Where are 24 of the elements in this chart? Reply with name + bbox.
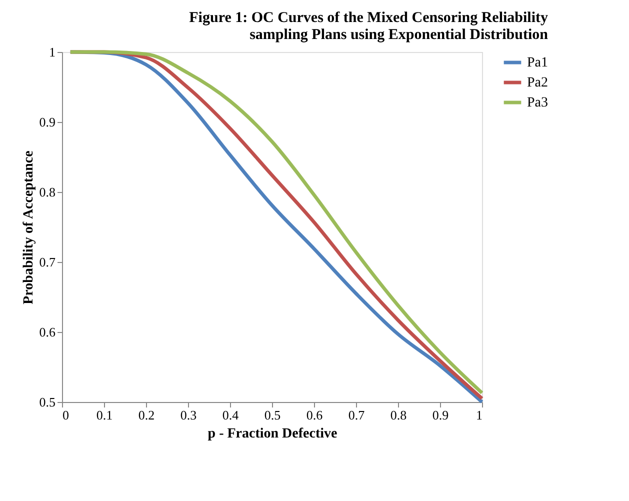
legend-label: Pa2 xyxy=(527,76,548,90)
x-tick-label: 0.1 xyxy=(96,408,113,422)
x-tick-label: 0.3 xyxy=(180,408,197,422)
y-tick-label: 0.9 xyxy=(39,114,56,130)
text: sampling Plans using Exponential Distribution xyxy=(250,27,548,43)
y-axis-title: Probability of Acceptance xyxy=(21,150,36,304)
x-tick-label: 1 xyxy=(476,408,482,422)
x-tick-label: 0.8 xyxy=(390,408,407,422)
x-tick-label: 0 xyxy=(62,408,69,422)
x-axis-title: p - Fraction Defective xyxy=(208,426,338,442)
y-tick-label: 1 xyxy=(49,44,56,60)
legend-label: Pa3 xyxy=(527,96,548,110)
legend-label: Pa1 xyxy=(527,56,548,70)
x-tick-label: 0.9 xyxy=(432,408,449,422)
text: Figure 1: OC Curves of the Mixed Censoring Reliability xyxy=(189,10,548,26)
y-tick-label: 0.5 xyxy=(39,394,56,410)
y-tick-label: 0.6 xyxy=(39,324,56,340)
y-tick-label: 0.8 xyxy=(39,184,56,200)
x-tick-label: 0.4 xyxy=(222,408,240,422)
x-tick-label: 0.7 xyxy=(348,408,366,422)
x-tick-label: 0.2 xyxy=(138,408,155,422)
x-tick-label: 0.6 xyxy=(306,408,324,422)
y-tick-label: 0.7 xyxy=(39,254,56,270)
x-tick-label: 0.5 xyxy=(264,408,281,422)
